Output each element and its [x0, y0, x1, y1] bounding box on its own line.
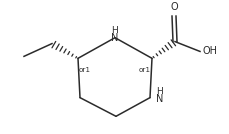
Text: H: H	[111, 26, 118, 35]
Text: N: N	[111, 33, 118, 43]
Text: or1: or1	[138, 67, 150, 73]
Text: N: N	[156, 94, 163, 104]
Text: O: O	[169, 2, 177, 12]
Text: or1: or1	[79, 67, 91, 73]
Text: H: H	[156, 87, 163, 96]
Text: OH: OH	[202, 46, 217, 56]
